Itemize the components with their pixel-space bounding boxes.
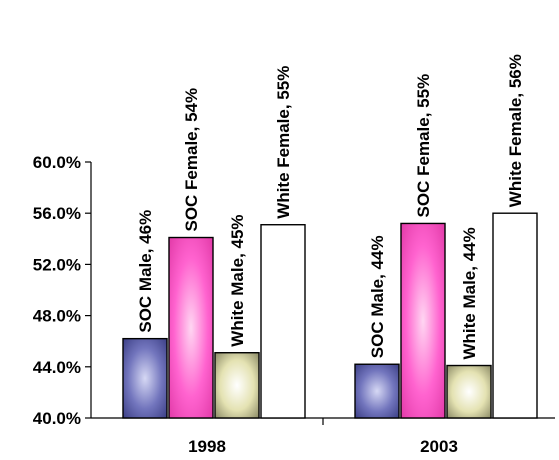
data-label: White Female, 56% (506, 54, 525, 207)
data-label: White Male, 44% (460, 227, 479, 359)
bars (122, 212, 538, 419)
data-label: SOC Female, 54% (182, 88, 201, 232)
bar (260, 224, 306, 419)
bar (446, 364, 492, 419)
bar (354, 363, 400, 419)
data-label: White Male, 45% (228, 214, 247, 346)
axes: 40.0% 44.0% 48.0% 52.0% 56.0% 60.0% 1998 2003 (33, 153, 555, 456)
y-tick-label: 44.0% (33, 358, 81, 377)
data-label: White Female, 55% (274, 66, 293, 219)
data-label: SOC Female, 55% (414, 74, 433, 218)
bar (168, 236, 214, 419)
bar (400, 222, 446, 419)
y-tick-label: 40.0% (33, 409, 81, 428)
bar (492, 212, 538, 419)
x-category-label: 1998 (188, 437, 226, 456)
y-tick-label: 60.0% (33, 153, 81, 172)
data-label: SOC Male, 46% (136, 210, 155, 333)
y-tick-label: 52.0% (33, 255, 81, 274)
data-labels: SOC Male, 46% SOC Female, 54% White Male, … (136, 54, 525, 359)
data-label: SOC Male, 44% (368, 235, 387, 358)
y-tick-label: 56.0% (33, 204, 81, 223)
bar (214, 352, 260, 419)
y-tick-label: 48.0% (33, 307, 81, 326)
bar (122, 337, 168, 419)
x-category-label: 2003 (420, 437, 458, 456)
